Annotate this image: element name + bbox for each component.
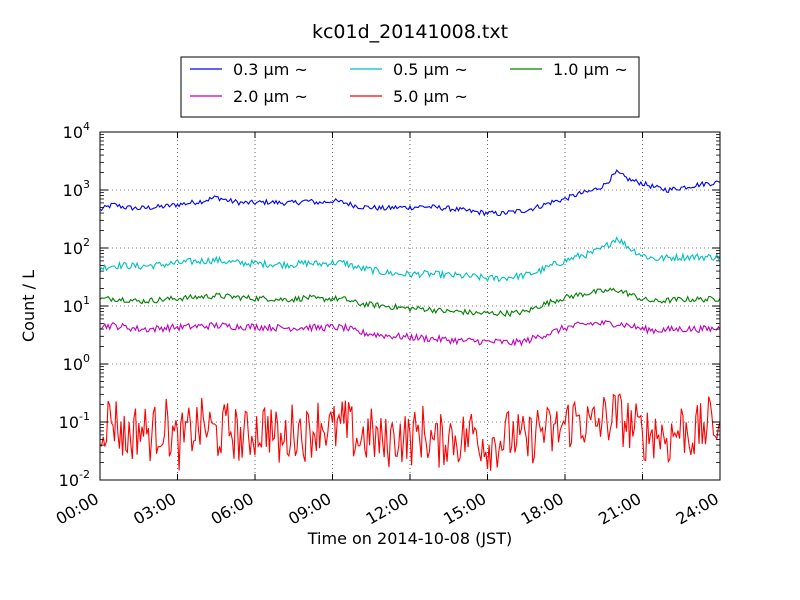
y-tick-exponent: -2 (79, 468, 90, 481)
x-tick-labels: 00:00 03:00 06:00 09:00 12:00 15:00 18:00 21:00… (53, 489, 722, 529)
legend-label: 0.3 μm ~ (233, 60, 308, 79)
x-tick-label: 09:00 (285, 489, 334, 529)
series-line (99, 236, 721, 283)
y-tick-exponent: 1 (83, 294, 90, 307)
y-tick-base: 10 (63, 123, 83, 142)
series-line (99, 393, 721, 471)
series-line (99, 287, 721, 318)
y-tick-base: 10 (63, 355, 83, 374)
y-tick-exponent: 2 (83, 236, 90, 249)
y-tick-base: 10 (63, 297, 83, 316)
axis-ticks (99, 131, 721, 481)
series-lines (99, 169, 721, 471)
y-tick-base: 10 (63, 181, 83, 200)
x-tick-label: 18:00 (518, 489, 567, 529)
x-tick-label: 12:00 (363, 489, 412, 529)
y-axis-label: Count / L (19, 270, 38, 342)
legend-label: 0.5 μm ~ (393, 60, 468, 79)
legend-frame (180, 56, 640, 118)
x-tick-label: 21:00 (595, 489, 644, 529)
x-tick-label: 15:00 (440, 489, 489, 529)
x-tick-label: 00:00 (53, 489, 102, 529)
legend-label: 2.0 μm ~ (233, 87, 308, 106)
y-tick-base: 10 (59, 471, 79, 490)
y-tick-base: 10 (59, 413, 79, 432)
legend-label: 5.0 μm ~ (393, 87, 468, 106)
series-line (99, 319, 721, 347)
y-tick-label: 100 (63, 352, 90, 374)
y-tick-label: 10-1 (59, 410, 90, 432)
y-tick-exponent: 4 (83, 120, 90, 133)
y-tick-label: 10-2 (59, 468, 90, 490)
series-line (99, 169, 721, 217)
legend: 0.3 μm ~ 0.5 μm ~ 1.0 μm ~ 2.0 μm ~ 5.0 μm ~ (180, 56, 640, 118)
x-tick-label: 03:00 (130, 489, 179, 529)
chart-title: kc01d_20141008.txt (312, 21, 508, 43)
y-tick-label: 102 (63, 236, 90, 258)
y-tick-exponent: -1 (79, 410, 90, 423)
x-tick-label: 06:00 (208, 489, 257, 529)
x-tick-label: 24:00 (673, 489, 722, 529)
y-tick-label: 101 (63, 294, 90, 316)
y-tick-exponent: 0 (83, 352, 90, 365)
x-axis-label: Time on 2014-10-08 (JST) (307, 529, 512, 548)
legend-label: 1.0 μm ~ (553, 60, 628, 79)
y-tick-exponent: 3 (83, 178, 90, 191)
y-tick-base: 10 (63, 239, 83, 258)
y-tick-label: 103 (63, 178, 90, 200)
y-tick-label: 104 (63, 120, 90, 142)
